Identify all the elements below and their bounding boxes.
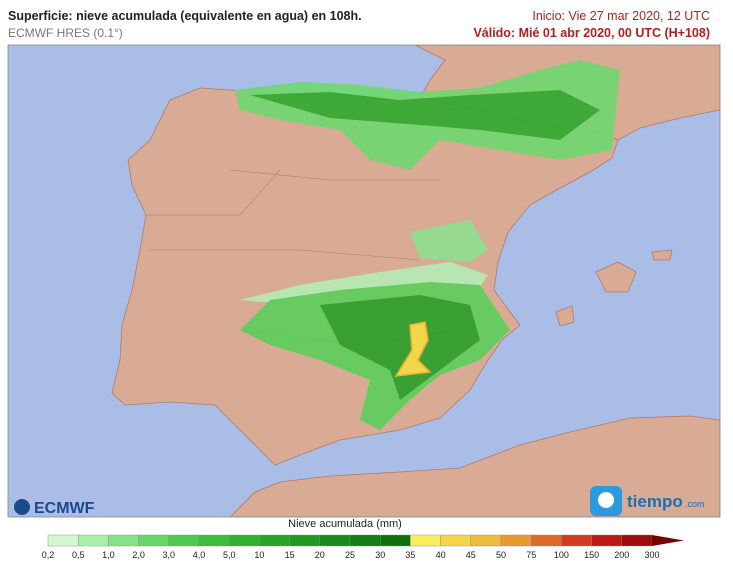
colorbar-label: 4,0 [193,550,206,560]
colorbar-segment [440,534,472,547]
tiempo-text: tiempo [627,492,683,511]
ibiza [555,305,575,327]
colorbar-segment [47,534,79,547]
colorbar-label: 40 [436,550,446,560]
colorbar-segment [621,534,653,547]
ecmwf-text: ECMWF [34,500,95,517]
colorbar-segment [259,534,290,547]
colorbar-label: 5,0 [223,550,236,560]
legend-title: Nieve acumulada (mm) [288,518,402,530]
start-time: Inicio: Vie 27 mar 2020, 12 UTC [532,9,710,23]
borders [146,169,461,346]
tiempo-suffix: .com [685,499,705,509]
colorbar-segment [380,534,411,547]
colorbar-segment [168,534,200,547]
colorbar-segment [500,534,532,547]
colorbar-arrow [652,535,684,546]
colorbar-label: 50 [496,550,506,560]
tiempo-logo: tiempo .com [590,486,705,516]
colorbar-label: 200 [614,550,629,560]
colorbar-segment [138,534,170,547]
colorbar-label: 2,0 [132,550,145,560]
map [7,44,721,518]
colorbar-label: 100 [554,550,569,560]
colorbar-label: 10 [254,550,264,560]
colorbar-label: 30 [375,550,385,560]
colorbar-segment [228,534,260,547]
valid-time: Válido: Mié 01 abr 2020, 00 UTC (H+108) [473,26,710,40]
colorbar-segment [198,534,230,547]
colorbar-segment [410,534,441,547]
colorbar-label: 1,0 [102,550,115,560]
snow-max [394,321,432,377]
colorbar-segment [470,534,502,547]
colorbar-segment [561,534,592,547]
colorbar-label: 25 [345,550,355,560]
colorbar-segment [289,534,321,547]
colorbar-label: 300 [644,550,659,560]
colorbar-label: 0,2 [42,550,55,560]
colorbar-label: 15 [285,550,295,560]
colorbar-segment [319,534,351,547]
ecmwf-logo: ECMWF [14,499,95,517]
mallorca [595,261,637,293]
title: Superficie: nieve acumulada (equivalente… [8,9,362,23]
colorbar-segment [108,534,139,547]
colorbar-segment [349,534,381,547]
model: ECMWF HRES (0.1°) [8,26,123,40]
colorbar-segment [591,534,622,547]
colorbar: 0,2 0,5 1,0 2,0 3,0 4,0 5,0 10 15 20 25 30 35 40 45 50 7… [42,534,684,560]
colorbar-label: 45 [466,550,476,560]
colorbar-segment [531,534,562,547]
snow-areas [235,60,620,430]
colorbar-label: 0,5 [72,550,85,560]
colorbar-segment [77,534,109,547]
colorbar-label: 3,0 [163,550,176,560]
colorbar-label: 150 [584,550,599,560]
map-frame [7,44,721,518]
colorbar-label: 20 [315,550,325,560]
menorca [651,249,673,261]
colorbar-label: 35 [405,550,415,560]
colorbar-label: 75 [526,550,536,560]
